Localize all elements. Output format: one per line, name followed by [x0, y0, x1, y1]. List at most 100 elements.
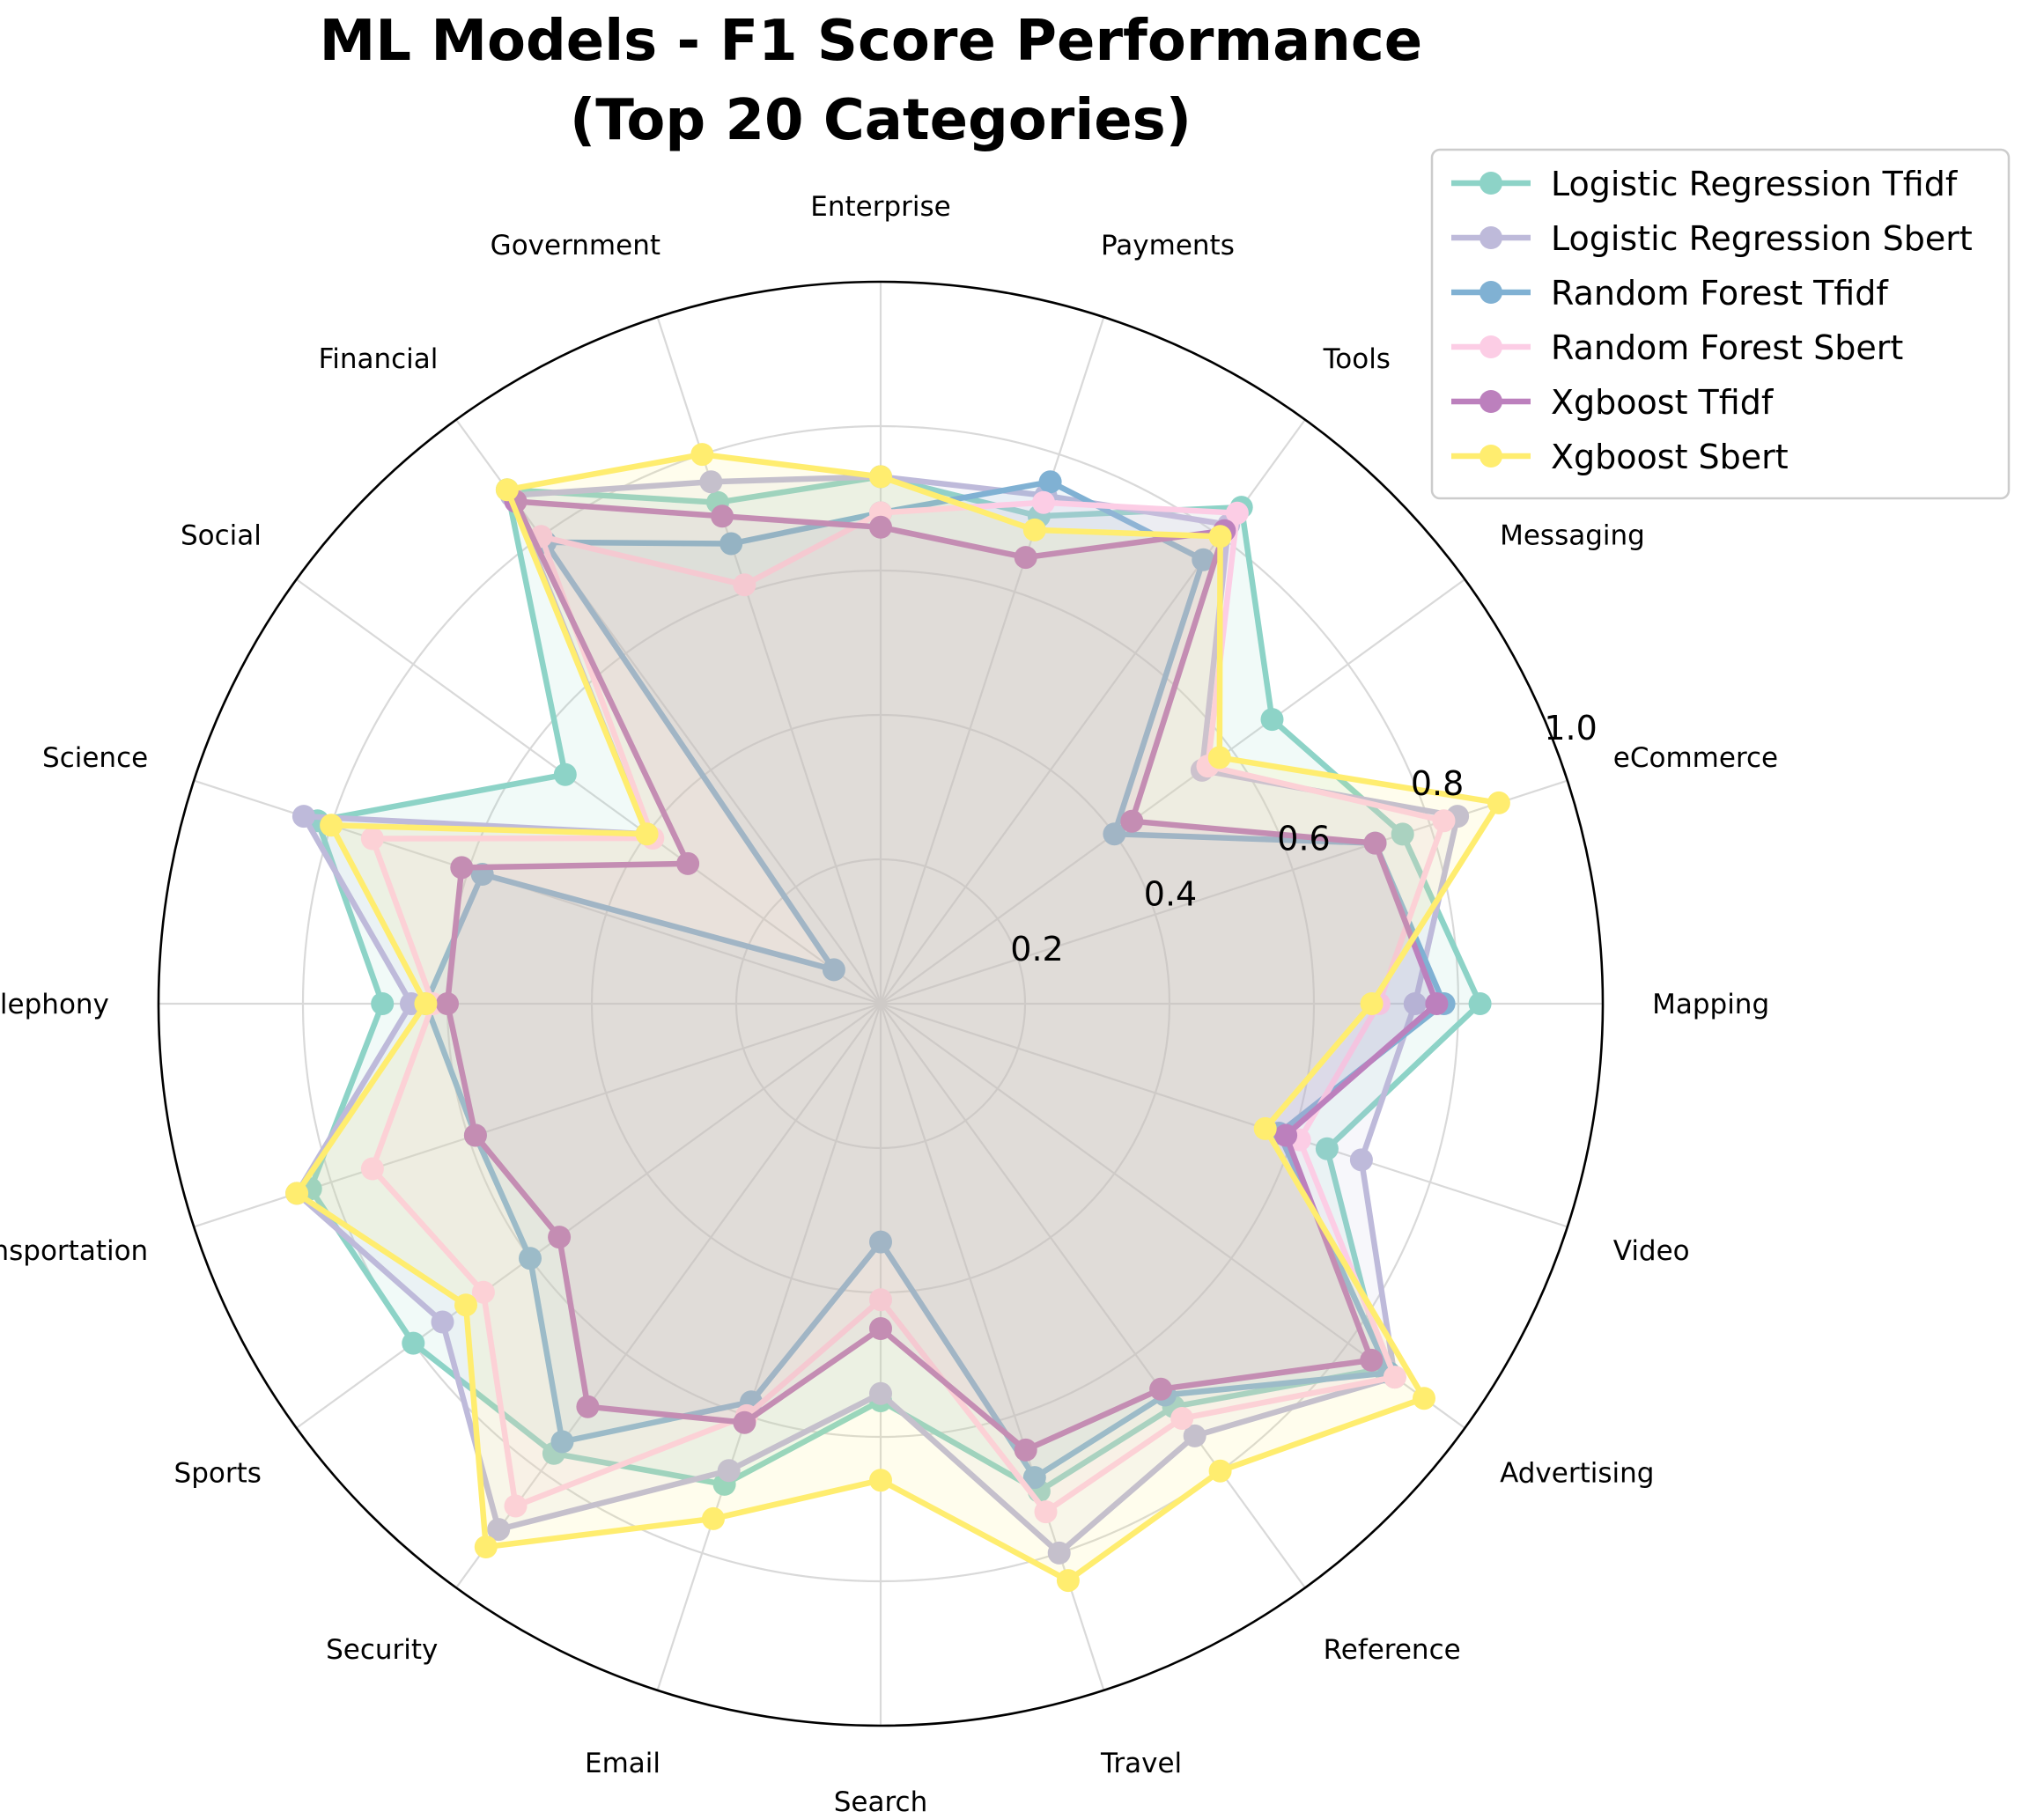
data-point	[1225, 501, 1249, 525]
data-point	[869, 1288, 892, 1312]
angular-gridline	[455, 1003, 882, 1589]
data-point	[1149, 1377, 1173, 1401]
data-point	[676, 851, 700, 875]
data-point	[1032, 490, 1055, 514]
angular-gridline	[880, 1003, 1306, 1589]
data-point	[1103, 822, 1126, 846]
data-point	[1022, 518, 1046, 541]
data-point	[1056, 1569, 1080, 1593]
category-label: Telephony	[0, 989, 109, 1020]
data-point	[550, 1430, 574, 1454]
data-point	[402, 1331, 425, 1355]
category-label: Tools	[1323, 343, 1391, 375]
legend-label: Xgboost Tfidf	[1551, 383, 1775, 422]
data-point	[1315, 1137, 1339, 1160]
data-point	[1014, 1438, 1037, 1462]
legend-label: Logistic Regression Tfidf	[1551, 165, 1959, 203]
data-point	[869, 465, 892, 489]
data-point	[1014, 546, 1037, 570]
data-point	[463, 1123, 487, 1147]
data-point	[717, 1459, 741, 1483]
outer-circle	[157, 280, 1605, 1727]
category-labels: Mapping eCommerce Messaging Tools Payments En…	[0, 191, 1778, 1818]
angular-gridline	[455, 418, 882, 1005]
legend-marker	[1480, 335, 1502, 358]
series-area	[425, 482, 1444, 1478]
legend-item: Logistic Regression Sbert	[1451, 219, 1973, 258]
category-label: Science	[42, 742, 148, 774]
category-label: Messaging	[1500, 519, 1645, 551]
series-area	[297, 476, 1458, 1553]
legend-item: Random Forest Tfidf	[1451, 274, 1889, 313]
data-point	[1120, 809, 1144, 833]
category-label: Email	[585, 1748, 660, 1779]
category-label: Payments	[1101, 230, 1235, 261]
data-point	[553, 762, 577, 786]
data-point	[371, 992, 395, 1015]
data-point	[1208, 525, 1232, 549]
data-point	[1391, 822, 1414, 846]
legend-marker	[1480, 226, 1502, 249]
data-point	[719, 532, 743, 556]
radial-tick-label: 0.4	[1144, 875, 1197, 914]
angular-gridline	[880, 1002, 1568, 1228]
legend-box	[1430, 148, 2011, 500]
category-label: Government	[491, 230, 660, 261]
data-point	[474, 1535, 498, 1558]
data-point	[1047, 1541, 1071, 1565]
data-point	[548, 1226, 572, 1249]
legend-label: Random Forest Tfidf	[1551, 274, 1889, 313]
angular-gridline	[656, 1003, 882, 1691]
data-point	[699, 470, 723, 494]
legend-label: Random Forest Sbert	[1551, 328, 1903, 367]
chart-title-line-1: ML Models - F1 Score Performance	[320, 9, 1423, 74]
data-point	[1413, 1387, 1435, 1410]
category-label: Search	[834, 1786, 928, 1818]
series-area	[372, 502, 1444, 1513]
data-point	[869, 1381, 892, 1405]
chart-title-line-2: (Top 20 Categories)	[570, 88, 1192, 153]
legend-item: Logistic Regression Tfidf	[1451, 165, 1959, 203]
data-point	[1468, 992, 1492, 1015]
data-point	[1038, 470, 1062, 494]
radial-tick-label: 0.8	[1411, 764, 1464, 803]
data-point	[1253, 1116, 1277, 1140]
category-label: eCommerce	[1613, 742, 1778, 774]
data-point	[1432, 809, 1456, 833]
data-point	[495, 478, 519, 502]
data-point	[1170, 1407, 1194, 1430]
data-point	[1208, 1459, 1232, 1483]
data-point	[635, 822, 659, 846]
data-point	[450, 856, 474, 880]
data-point	[1487, 791, 1510, 814]
chart-title: ML Models - F1 Score Performance (Top 20…	[320, 9, 1443, 153]
category-label: Reference	[1324, 1634, 1461, 1666]
data-point	[454, 1293, 477, 1317]
category-label: Advertising	[1500, 1458, 1654, 1490]
data-point	[1260, 708, 1284, 732]
data-point	[822, 958, 845, 982]
category-label: Travel	[1100, 1748, 1182, 1779]
legend-item: Xgboost Sbert	[1451, 438, 1789, 476]
radar-grid	[157, 280, 1605, 1727]
data-point	[869, 1317, 892, 1340]
series-layer	[285, 443, 1510, 1593]
legend-item: Random Forest Sbert	[1451, 328, 1903, 367]
data-point	[702, 1506, 725, 1530]
data-point	[1363, 831, 1387, 855]
legend-label: Xgboost Sbert	[1551, 438, 1789, 476]
data-point	[360, 1157, 384, 1181]
data-point	[291, 805, 315, 828]
category-label: Financial	[319, 343, 439, 375]
category-label: Sports	[174, 1458, 262, 1490]
legend-marker	[1480, 390, 1502, 413]
legend-item: Xgboost Tfidf	[1451, 383, 1775, 422]
data-point	[1360, 1348, 1384, 1372]
data-point	[1183, 1424, 1206, 1447]
data-point	[285, 1182, 309, 1205]
category-label: Video	[1613, 1235, 1690, 1267]
series-area	[297, 454, 1499, 1581]
radial-tick-label: 0.6	[1277, 820, 1330, 858]
data-point	[690, 443, 714, 467]
